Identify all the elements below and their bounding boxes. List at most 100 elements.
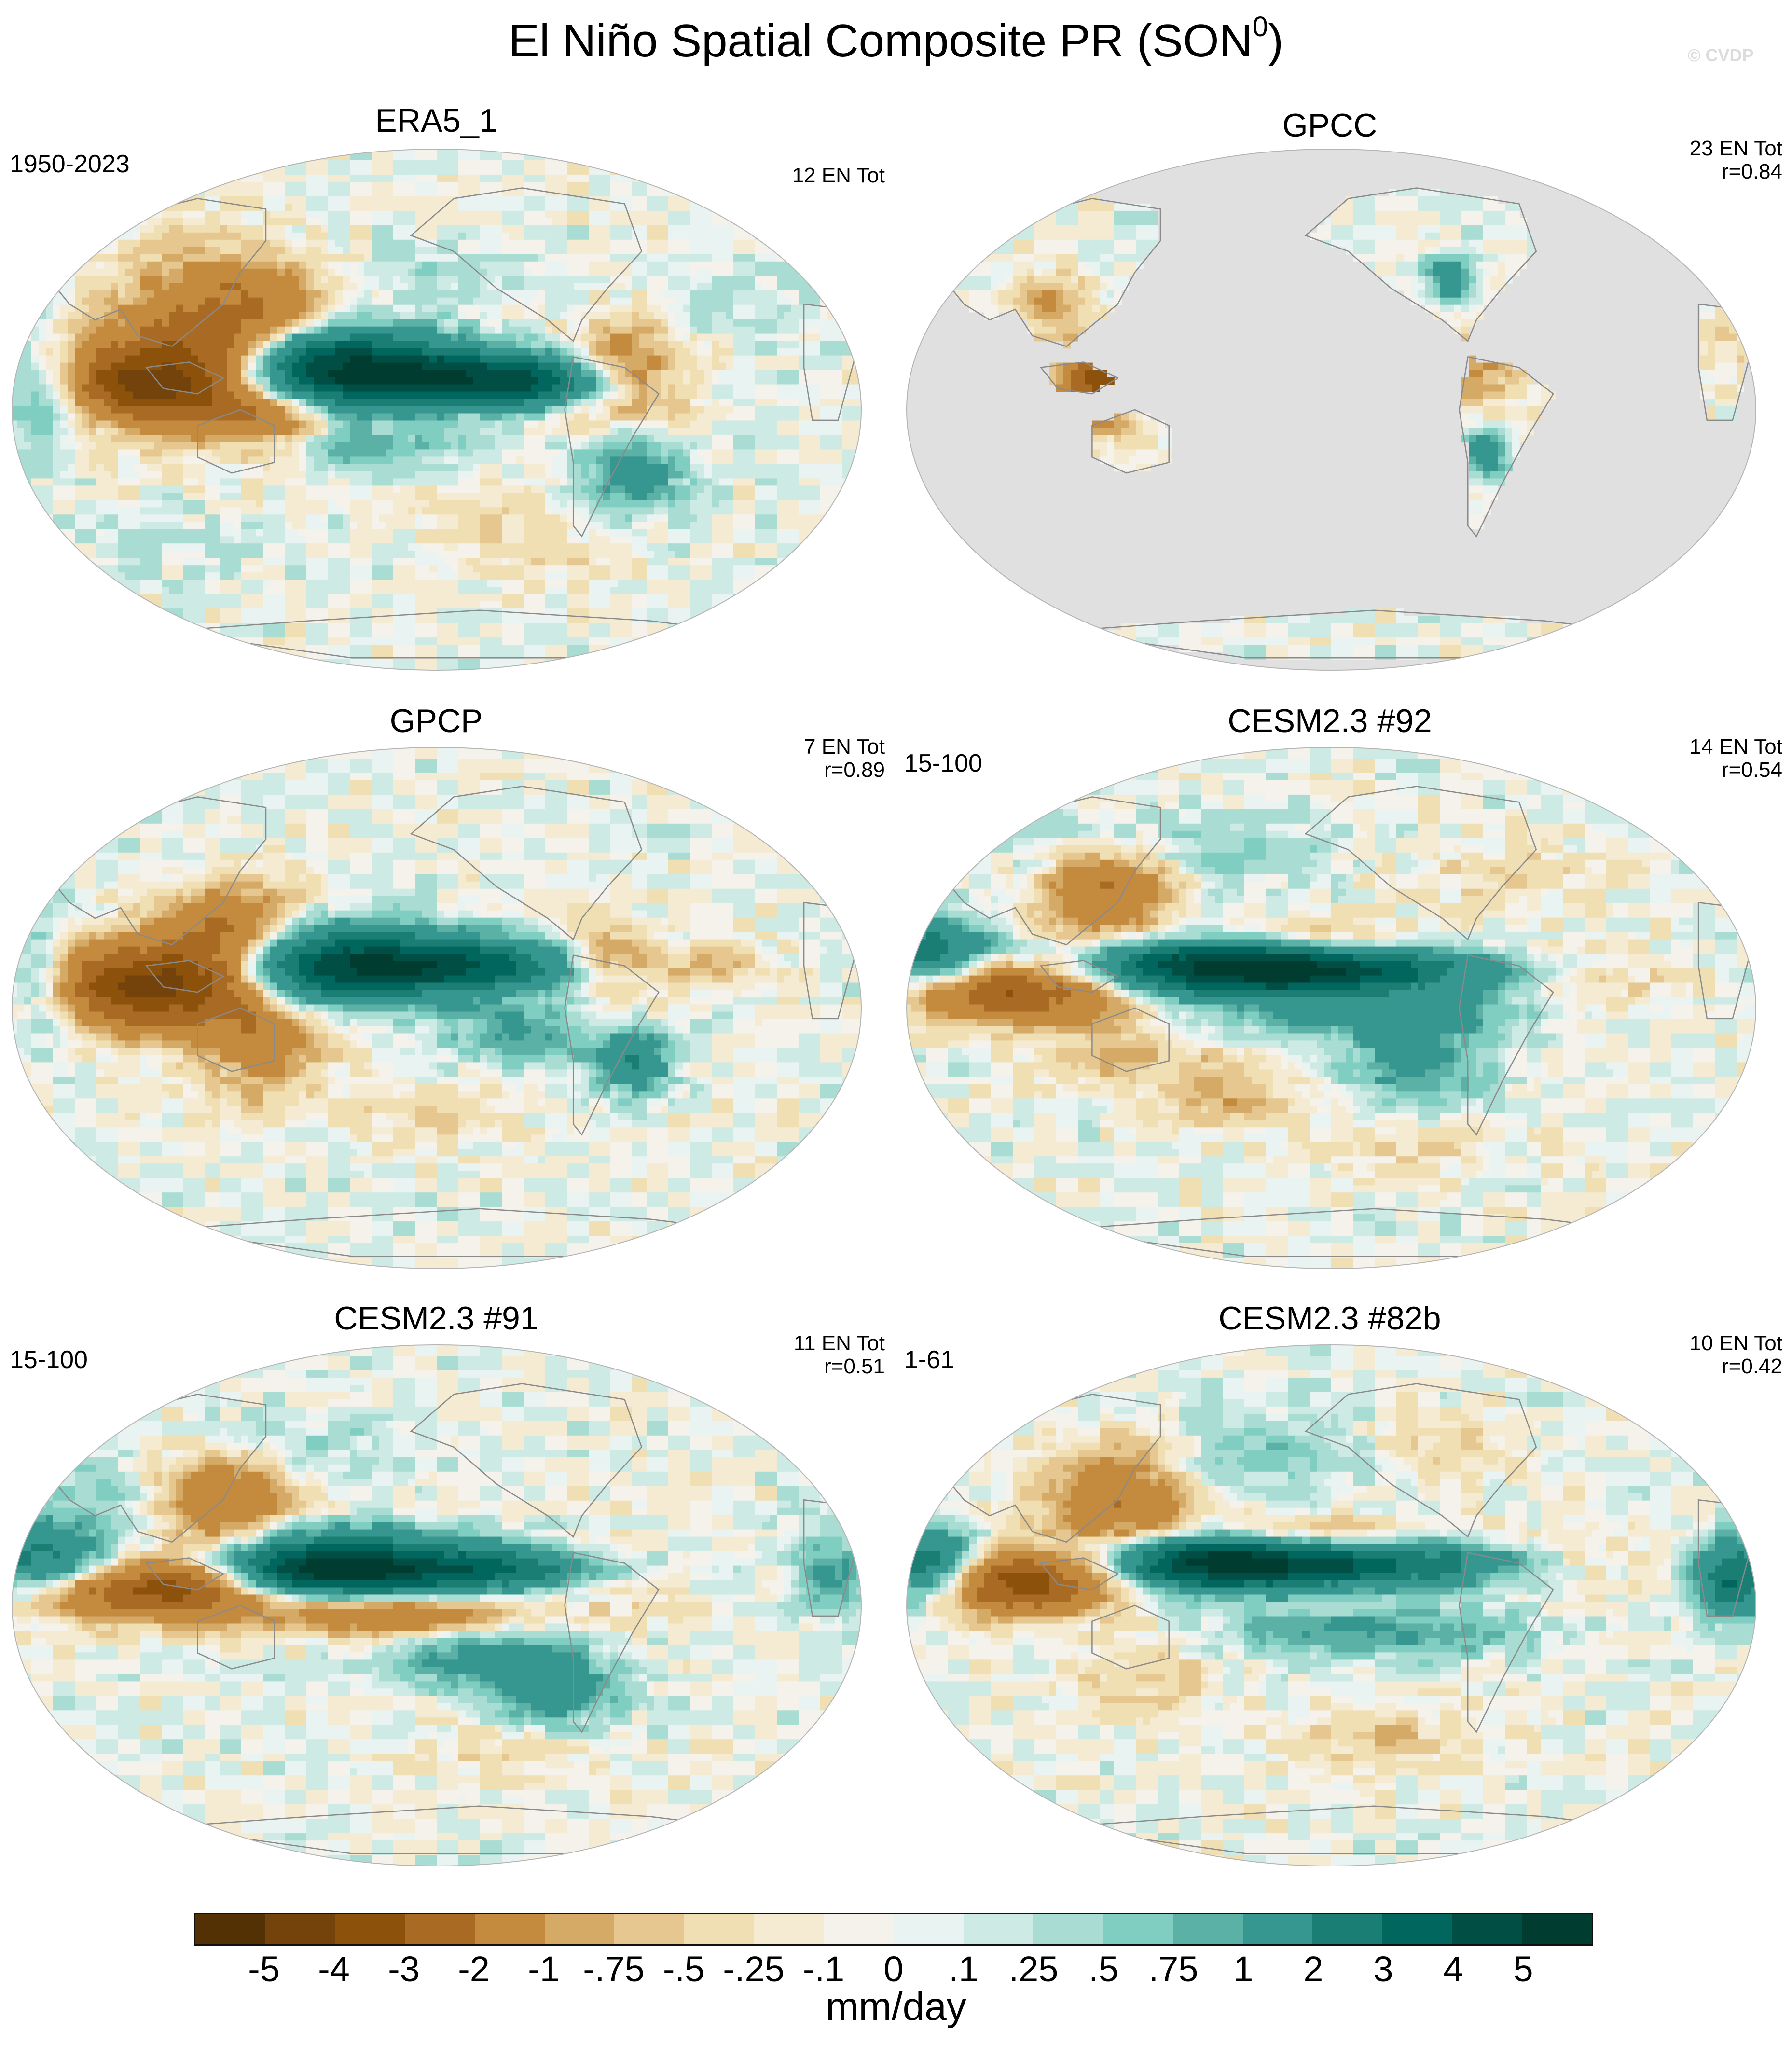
map-border [906, 747, 1756, 1269]
coastline-3 [1091, 1007, 1170, 1072]
colorbar-tick-3: -3 [388, 1949, 420, 1990]
map-field [907, 149, 1756, 670]
colorbar-cell-13 [1033, 1914, 1103, 1944]
colorbar-tick-16: 2 [1303, 1949, 1323, 1990]
panel-6-event-info: 10 EN Tot r=0.42 [1638, 1331, 1782, 1379]
coastline-4 [1304, 187, 1537, 342]
panel-4-period-label: 15-100 [904, 751, 982, 776]
coastline-1 [946, 198, 1161, 347]
panel-1-title: ERA5_1 [219, 104, 653, 137]
panel-5-title: CESM2.3 #91 [219, 1302, 653, 1335]
colorbar-cell-16 [1242, 1914, 1313, 1944]
panel-5-event-info: 11 EN Tot r=0.51 [740, 1331, 885, 1379]
coastline-4 [1304, 786, 1537, 940]
colorbar-tick-9: -.1 [803, 1949, 844, 1990]
panel-4-map [906, 747, 1756, 1269]
panel-2-event-count: 23 EN Tot [1638, 137, 1782, 160]
map-field [12, 747, 861, 1269]
colorbar-cell-11 [894, 1914, 964, 1944]
colorbar-tick-14: .75 [1149, 1949, 1199, 1990]
colorbar-cell-1 [195, 1914, 265, 1944]
map-border [12, 1344, 862, 1866]
colorbar-cell-7 [614, 1914, 684, 1944]
colorbar-tick-12: .25 [1009, 1949, 1059, 1990]
colorbar-tick-13: .5 [1089, 1949, 1118, 1990]
coastline-3 [1091, 409, 1170, 474]
coastline-5 [564, 1552, 660, 1733]
colorbar-cell-12 [963, 1914, 1034, 1944]
panel-1-event-count: 12 EN Tot [740, 164, 885, 187]
panel-1-map [12, 149, 862, 671]
coastline-2 [145, 1557, 225, 1590]
map-border [906, 149, 1756, 671]
colorbar-tick-5: -1 [528, 1949, 560, 1990]
colorbar-cell-20 [1522, 1914, 1592, 1944]
panel-3-title: GPCP [219, 705, 653, 737]
colorbar-tick-4: -2 [458, 1949, 490, 1990]
coastline-2 [1039, 960, 1119, 993]
colorbar-tick-labels: -5 -4 -3 -2 -1 -.75 -.5 -.25 -.1 0 .1 .25 .5 .75 1 2 3 4 5 [194, 1949, 1593, 1990]
coastline-5 [1459, 954, 1554, 1136]
colorbar-cell-4 [405, 1914, 475, 1944]
colorbar-tick-8: -.25 [723, 1949, 785, 1990]
map-border [12, 747, 862, 1269]
coastline-4 [410, 187, 643, 342]
map-field [12, 1345, 861, 1866]
colorbar-cell-8 [684, 1914, 754, 1944]
coastline-3 [197, 1007, 275, 1072]
colorbar-tick-17: 3 [1373, 1949, 1393, 1990]
colorbar-cell-14 [1103, 1914, 1173, 1944]
coastline-1 [52, 1394, 267, 1543]
colorbar-tick-1: -5 [248, 1949, 280, 1990]
panel-2-map [906, 149, 1756, 671]
panel-2-title: GPCC [1113, 109, 1547, 142]
colorbar-cell-3 [335, 1914, 405, 1944]
colorbar-tick-2: -4 [318, 1949, 350, 1990]
panel-6-title: CESM2.3 #82b [1113, 1302, 1547, 1335]
coastline-4 [410, 786, 643, 940]
colorbar-cell-2 [265, 1914, 335, 1944]
coastline-5 [1459, 356, 1554, 538]
coastline-1 [946, 1394, 1161, 1543]
panel-4-event-count: 14 EN Tot [1638, 735, 1782, 759]
coastline-1 [52, 796, 267, 946]
figure-title-superscript: 0 [1253, 11, 1268, 42]
panel-6-correlation: r=0.42 [1638, 1355, 1782, 1378]
coastline-1 [946, 796, 1161, 946]
figure-title-close: ) [1268, 15, 1283, 67]
coastline-2 [145, 960, 225, 993]
map-field [907, 747, 1756, 1269]
coastline-5 [564, 954, 660, 1136]
coastline-5 [564, 356, 660, 538]
colorbar-tick-11: .1 [949, 1949, 979, 1990]
panel-3-event-info: 7 EN Tot r=0.89 [740, 735, 885, 782]
panel-4-correlation: r=0.54 [1638, 758, 1782, 782]
colorbar [194, 1913, 1593, 1946]
coastline-2 [1039, 361, 1119, 395]
coastline-2 [145, 361, 225, 395]
panel-5-correlation: r=0.51 [740, 1355, 885, 1378]
panel-4-title: CESM2.3 #92 [1113, 705, 1547, 737]
panel-3-map [12, 747, 862, 1269]
coastline-3 [197, 1604, 275, 1670]
colorbar-cell-18 [1382, 1914, 1452, 1944]
panel-6-period-label: 1-61 [904, 1347, 954, 1372]
colorbar-cell-19 [1452, 1914, 1522, 1944]
colorbar-tick-10: 0 [883, 1949, 903, 1990]
cvdp-watermark: © CVDP [1688, 45, 1754, 66]
colorbar-cell-17 [1312, 1914, 1382, 1944]
panel-5-event-count: 11 EN Tot [740, 1331, 885, 1355]
panel-2-event-info: 23 EN Tot r=0.84 [1638, 137, 1782, 184]
colorbar-cell-6 [544, 1914, 615, 1944]
colorbar-cell-5 [474, 1914, 545, 1944]
panel-5-period-label: 15-100 [10, 1347, 88, 1372]
panel-5-map [12, 1344, 862, 1866]
panel-1-event-info: 12 EN Tot [740, 164, 885, 187]
coastline-4 [410, 1383, 643, 1538]
colorbar-tick-19: 5 [1513, 1949, 1533, 1990]
colorbar-tick-7: -.5 [663, 1949, 704, 1990]
colorbar-tick-15: 1 [1233, 1949, 1253, 1990]
coastline-4 [1304, 1383, 1537, 1538]
panel-1-period-label: 1950-2023 [10, 152, 130, 177]
panel-3-event-count: 7 EN Tot [740, 735, 885, 759]
